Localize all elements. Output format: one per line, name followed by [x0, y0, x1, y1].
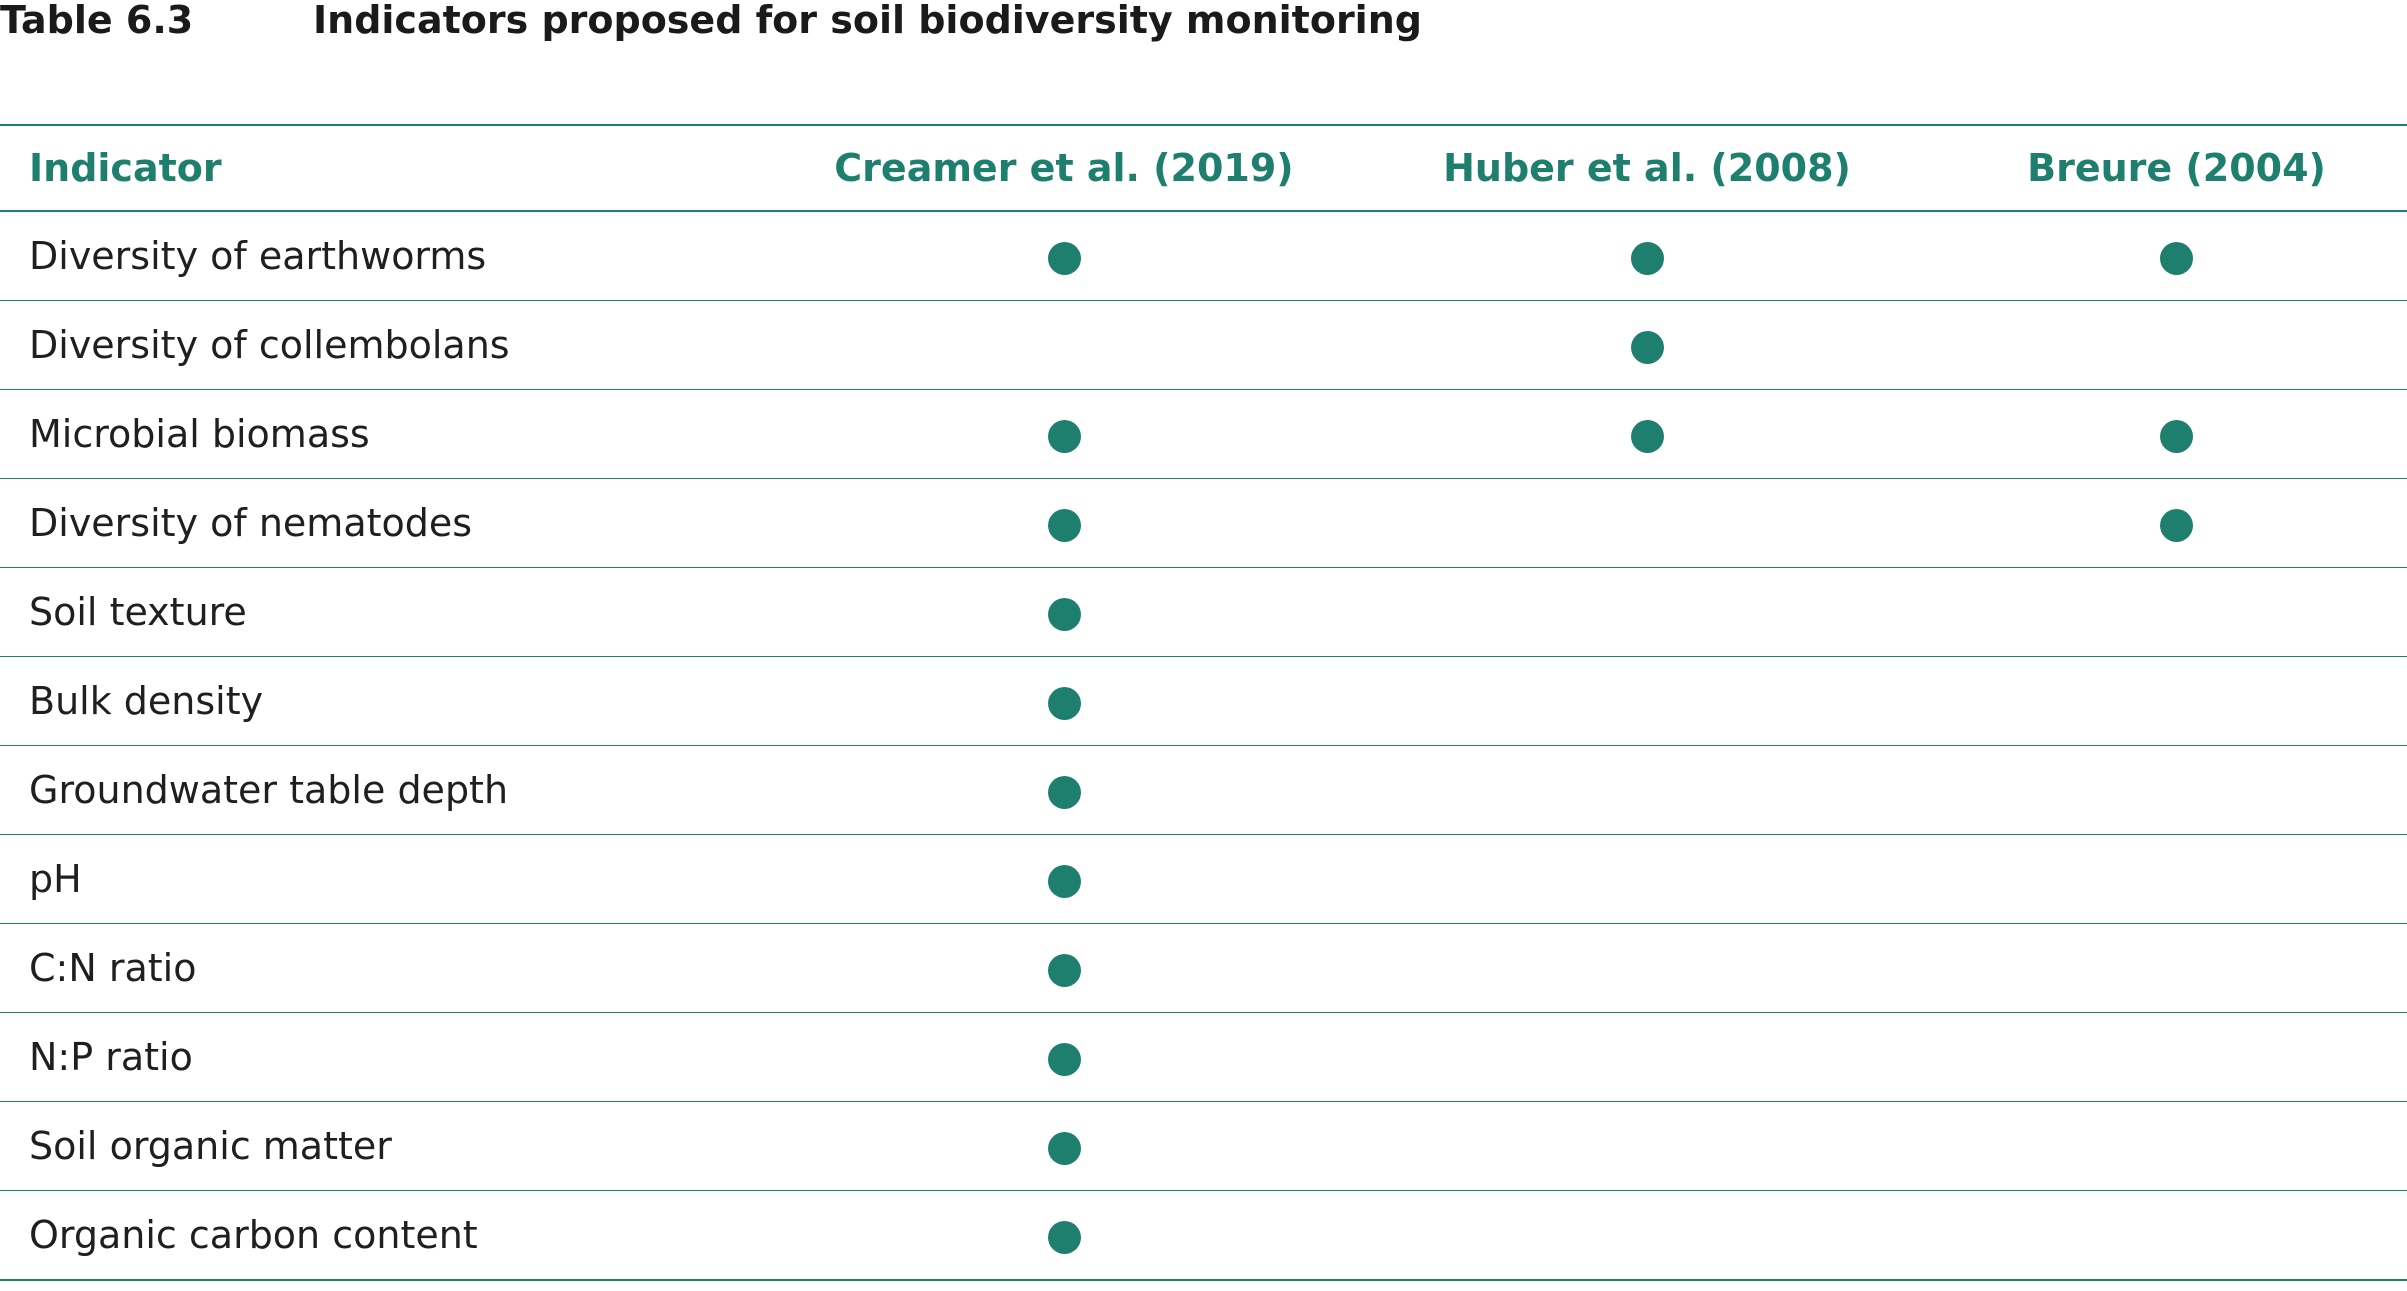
indicator-cell: [1946, 211, 2407, 301]
indicator-name: Diversity of nematodes: [29, 501, 473, 545]
filled-circle-icon: [1630, 331, 1664, 364]
indicator-cell: [1348, 211, 1946, 301]
indicator-cell: [1348, 657, 1946, 746]
table-row: Soil organic matter: [0, 1102, 2407, 1191]
indicator-cell: [1946, 835, 2407, 924]
table-body: Diversity of earthworms Diversity of coll…: [0, 211, 2407, 1280]
filled-circle-icon: [1047, 954, 1081, 987]
indicator-name: Soil organic matter: [29, 1124, 392, 1168]
indicator-cell: [780, 301, 1348, 390]
indicator-name: Bulk density: [29, 679, 264, 723]
column-header-huber-2008: Huber et al. (2008): [1443, 146, 1851, 190]
filled-circle-icon: [2160, 509, 2193, 542]
indicator-name: Diversity of collembolans: [29, 323, 510, 367]
indicator-cell: [1348, 924, 1946, 1013]
table-title: Indicators proposed for soil biodiversit…: [313, 0, 1422, 42]
indicator-cell: [1946, 390, 2407, 479]
indicator-name: Soil texture: [29, 590, 247, 634]
indicator-cell: [1946, 301, 2407, 390]
indicator-cell: [780, 568, 1348, 657]
filled-circle-icon: [1047, 1132, 1081, 1165]
column-header-creamer-2019: Creamer et al. (2019): [834, 146, 1294, 190]
table-row: C:N ratio: [0, 924, 2407, 1013]
filled-circle-icon: [1047, 865, 1081, 898]
indicator-name: pH: [29, 857, 82, 901]
table-row: pH: [0, 835, 2407, 924]
indicator-cell: [780, 835, 1348, 924]
indicator-cell: [1348, 835, 1946, 924]
indicator-name: N:P ratio: [29, 1035, 193, 1079]
filled-circle-icon: [2160, 242, 2193, 275]
indicator-cell: [1946, 1191, 2407, 1281]
indicator-cell: [780, 390, 1348, 479]
filled-circle-icon: [1047, 509, 1081, 542]
filled-circle-icon: [1047, 1221, 1081, 1254]
indicator-name: Diversity of earthworms: [29, 234, 487, 278]
indicator-name: Organic carbon content: [29, 1213, 478, 1257]
table-row: Groundwater table depth: [0, 746, 2407, 835]
indicator-cell: [1946, 568, 2407, 657]
filled-circle-icon: [1047, 1043, 1081, 1076]
indicator-cell: [780, 924, 1348, 1013]
table-number: Table 6.3: [0, 0, 194, 42]
table-row: Diversity of earthworms: [0, 211, 2407, 301]
indicator-cell: [1348, 1013, 1946, 1102]
filled-circle-icon: [1047, 598, 1081, 631]
indicator-cell: [1946, 1102, 2407, 1191]
filled-circle-icon: [1047, 776, 1081, 809]
indicator-cell: [780, 1102, 1348, 1191]
indicator-name: C:N ratio: [29, 946, 197, 990]
indicator-cell: [1946, 746, 2407, 835]
indicator-cell: [1348, 568, 1946, 657]
table-row: Organic carbon content: [0, 1191, 2407, 1281]
indicator-cell: [1946, 657, 2407, 746]
table-row: Microbial biomass: [0, 390, 2407, 479]
filled-circle-icon: [1630, 242, 1664, 275]
indicator-cell: [1348, 746, 1946, 835]
indicator-cell: [780, 1191, 1348, 1281]
indicator-name: Microbial biomass: [29, 412, 370, 456]
indicator-cell: [1946, 479, 2407, 568]
indicator-cell: [1348, 301, 1946, 390]
indicator-cell: [1348, 1191, 1946, 1281]
table-row: N:P ratio: [0, 1013, 2407, 1102]
table-row: Soil texture: [0, 568, 2407, 657]
filled-circle-icon: [1047, 687, 1081, 720]
table-row: Diversity of nematodes: [0, 479, 2407, 568]
column-header-breure-2004: Breure (2004): [2027, 146, 2326, 190]
indicator-name: Groundwater table depth: [29, 768, 509, 812]
indicator-cell: [780, 1013, 1348, 1102]
filled-circle-icon: [1047, 242, 1081, 275]
indicators-table: Indicator Creamer et al. (2019) Huber et…: [0, 124, 2407, 1281]
table-row: Bulk density: [0, 657, 2407, 746]
indicator-cell: [1946, 1013, 2407, 1102]
filled-circle-icon: [1630, 420, 1664, 453]
table-header-row: Indicator Creamer et al. (2019) Huber et…: [0, 125, 2407, 211]
indicator-cell: [1348, 479, 1946, 568]
indicator-cell: [1348, 1102, 1946, 1191]
table-row: Diversity of collembolans: [0, 301, 2407, 390]
filled-circle-icon: [1047, 420, 1081, 453]
indicator-cell: [780, 657, 1348, 746]
indicator-cell: [780, 479, 1348, 568]
indicator-cell: [1348, 390, 1946, 479]
indicator-cell: [780, 746, 1348, 835]
indicator-cell: [1946, 924, 2407, 1013]
column-header-indicator: Indicator: [29, 146, 222, 190]
filled-circle-icon: [2160, 420, 2193, 453]
indicator-cell: [780, 211, 1348, 301]
